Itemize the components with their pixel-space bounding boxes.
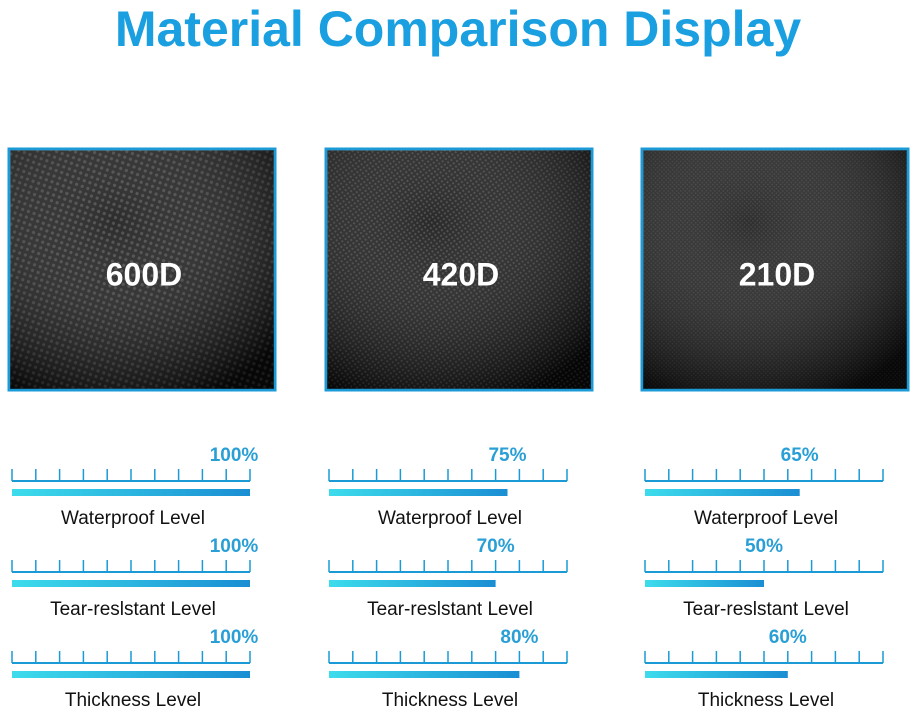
metric-name: Waterproof Level (61, 508, 205, 529)
metric-name: Tear-reslstant Level (50, 599, 216, 620)
level-bar (329, 671, 520, 678)
level-bar (645, 489, 800, 496)
value-label: 75% (488, 445, 526, 466)
level-bar (329, 580, 496, 587)
value-label: 100% (210, 445, 259, 466)
level-bar (645, 671, 788, 678)
level-bar (12, 580, 250, 587)
metric-name: Thickness Level (65, 690, 201, 711)
metric-name: Thickness Level (698, 690, 834, 711)
level-bar (329, 489, 508, 496)
page-title: Material Comparison Display (115, 1, 801, 57)
fabric-shade (10, 150, 274, 389)
level-bar (12, 489, 250, 496)
metric-name: Thickness Level (382, 690, 518, 711)
value-label: 60% (769, 627, 807, 648)
metric-name: Waterproof Level (378, 508, 522, 529)
value-label: 70% (477, 536, 515, 557)
fabric-shade (643, 150, 907, 389)
value-label: 100% (210, 536, 259, 557)
metric-name: Tear-reslstant Level (367, 599, 533, 620)
value-label: 65% (781, 445, 819, 466)
level-bar (12, 671, 250, 678)
value-label: 50% (745, 536, 783, 557)
metric-name: Waterproof Level (694, 508, 838, 529)
fabric-shade (327, 150, 591, 389)
value-label: 80% (500, 627, 538, 648)
fabric-label: 210D (739, 256, 816, 292)
value-label: 100% (210, 627, 259, 648)
fabric-label: 420D (423, 256, 500, 292)
metric-name: Tear-reslstant Level (683, 599, 849, 620)
fabric-label: 600D (106, 256, 183, 292)
level-bar (645, 580, 764, 587)
